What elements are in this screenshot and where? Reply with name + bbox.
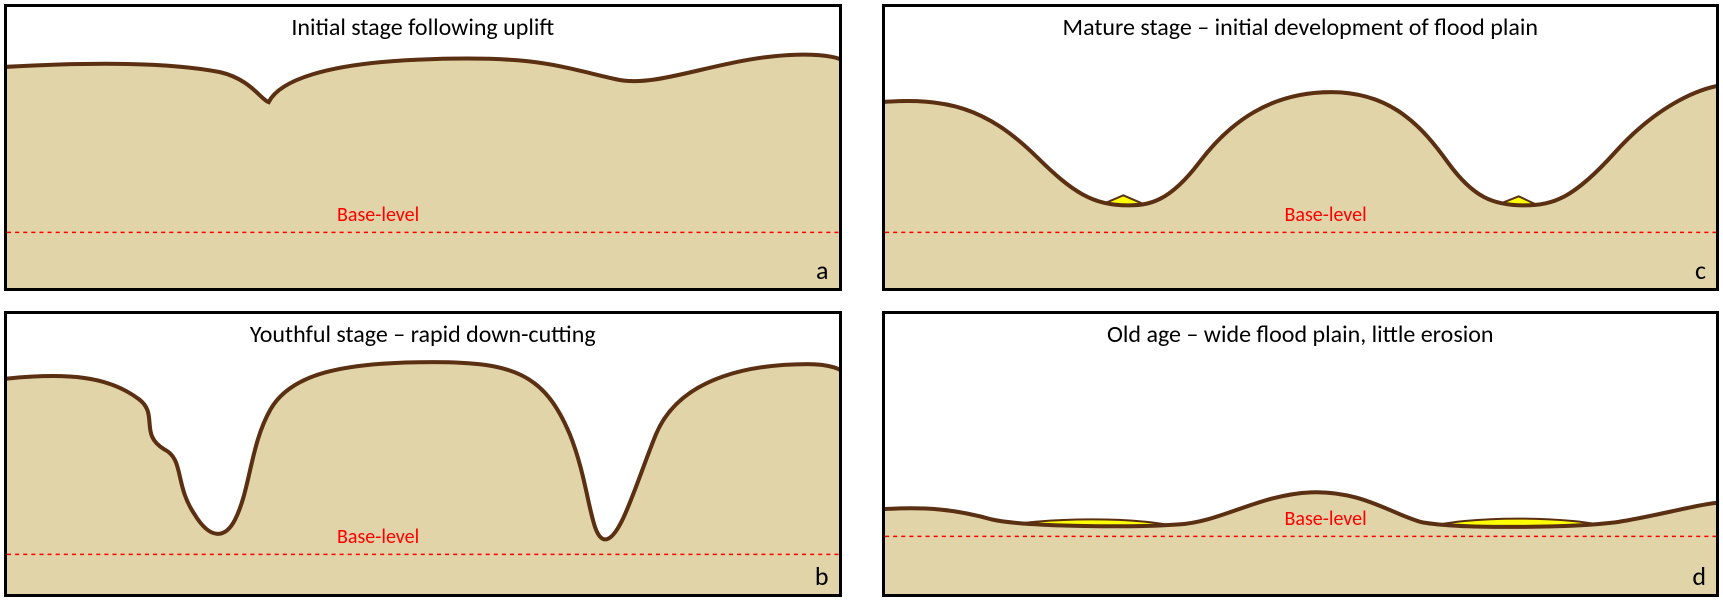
panel-d: Old age – wide flood plain, little erosi… (882, 311, 1720, 598)
panel-d-tag: d (1692, 560, 1706, 592)
panel-b-svg (7, 314, 839, 595)
diagram-grid: Initial stage following uplift Base-leve… (0, 0, 1723, 601)
panel-b-tag: b (815, 560, 829, 592)
terrain-c (885, 85, 1717, 287)
panel-c: Mature stage – initial development of fl… (882, 4, 1720, 291)
terrain-a (7, 55, 839, 288)
panel-a-baselabel: Base-level (337, 203, 419, 227)
panel-b-baselabel: Base-level (337, 525, 419, 549)
terrain-b (7, 362, 839, 594)
panel-a-tag: a (816, 254, 828, 286)
panel-c-baselabel: Base-level (1285, 203, 1367, 227)
panel-c-tag: c (1695, 254, 1706, 286)
panel-a-title: Initial stage following uplift (7, 13, 839, 42)
panel-d-baselabel: Base-level (1285, 507, 1367, 531)
panel-a-svg (7, 7, 839, 288)
panel-b: Youthful stage – rapid down-cutting Base… (4, 311, 842, 598)
panel-c-svg (885, 7, 1717, 288)
panel-c-title: Mature stage – initial development of fl… (885, 13, 1717, 42)
panel-b-title: Youthful stage – rapid down-cutting (7, 320, 839, 349)
panel-d-title: Old age – wide flood plain, little erosi… (885, 320, 1717, 349)
panel-a: Initial stage following uplift Base-leve… (4, 4, 842, 291)
panel-d-svg (885, 314, 1717, 595)
